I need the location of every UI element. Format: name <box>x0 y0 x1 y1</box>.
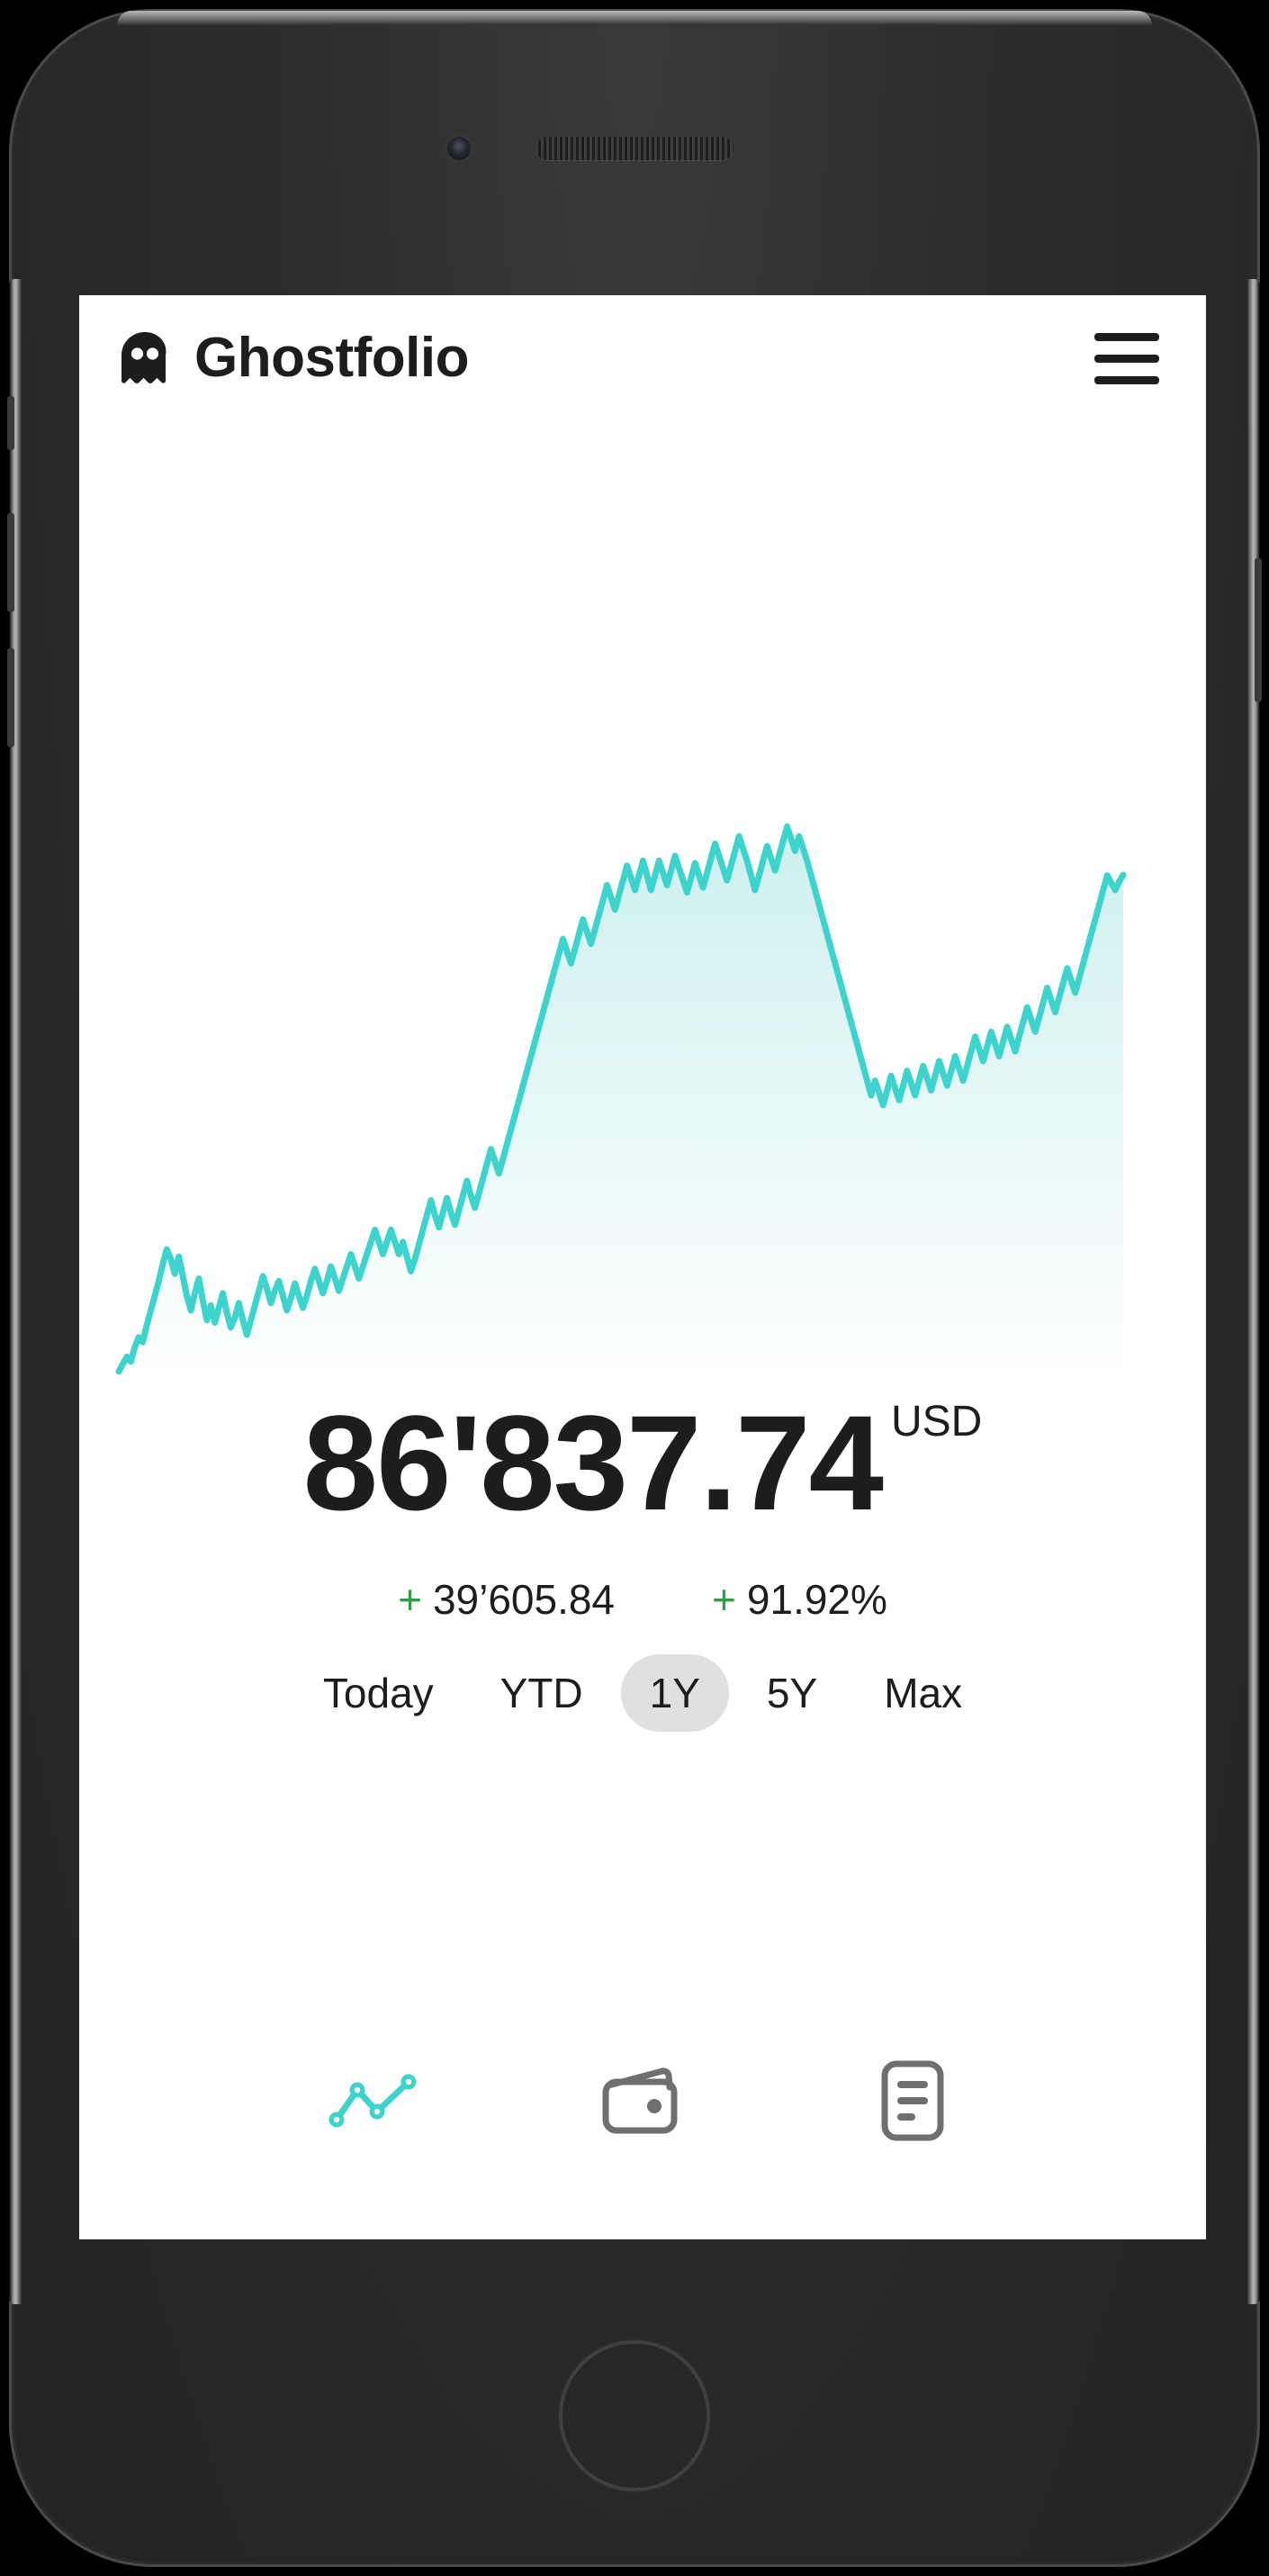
portfolio-value-block: 86'837.74 USD <box>79 1395 1206 1530</box>
bottom-navigation <box>79 2058 1206 2144</box>
brand-logo[interactable]: Ghostfolio <box>119 330 469 386</box>
ghost-icon <box>122 332 166 383</box>
hamburger-menu-icon[interactable] <box>1087 319 1166 398</box>
menu-bar-2 <box>1094 354 1159 363</box>
phone-rim-left <box>9 279 22 2304</box>
menu-bar-1 <box>1094 332 1159 341</box>
home-button[interactable] <box>559 2340 710 2491</box>
nav-item-analytics[interactable] <box>323 2058 422 2144</box>
phone-screen: Ghostfolio 86'83 <box>79 295 1206 2239</box>
phone-frame: Ghostfolio 86'83 <box>7 9 1262 2567</box>
portfolio-change-row: + 39’605.84 + 91.92% <box>79 1575 1206 1624</box>
brand-name: Ghostfolio <box>194 327 469 389</box>
phone-rim-right <box>1247 279 1260 2304</box>
analytics-line-chart-icon <box>328 2074 417 2128</box>
change-percent: + 91.92% <box>712 1575 887 1624</box>
change-absolute-amount: 39’605.84 <box>432 1576 616 1623</box>
silent-switch[interactable] <box>7 396 14 450</box>
nav-item-summary[interactable] <box>863 2058 962 2144</box>
volume-up-button[interactable] <box>7 513 14 612</box>
change-absolute-sign: + <box>398 1576 422 1623</box>
portfolio-value: 86'837.74 <box>302 1387 884 1538</box>
front-camera-icon <box>447 137 471 160</box>
menu-bar-3 <box>1094 375 1159 384</box>
phone-rim-top <box>117 11 1152 25</box>
app-header: Ghostfolio <box>79 295 1206 421</box>
change-percent-amount: 91.92% <box>746 1576 887 1623</box>
nav-item-accounts[interactable] <box>593 2058 692 2144</box>
portfolio-performance-chart[interactable] <box>79 799 1206 1393</box>
wallet-icon <box>602 2067 678 2134</box>
range-tab-today[interactable]: Today <box>294 1654 463 1732</box>
chart-line <box>115 823 1127 1375</box>
range-tab-ytd[interactable]: YTD <box>472 1654 612 1732</box>
range-tab-1y[interactable]: 1Y <box>620 1654 729 1732</box>
range-tab-max[interactable]: Max <box>855 1654 991 1732</box>
change-percent-sign: + <box>712 1576 736 1623</box>
summary-document-icon <box>881 2060 944 2141</box>
earpiece-speaker-icon <box>536 137 734 160</box>
portfolio-chart-svg <box>115 823 1127 1386</box>
change-absolute: + 39’605.84 <box>398 1575 615 1624</box>
date-range-tabs: Today YTD 1Y 5Y Max <box>79 1654 1206 1732</box>
power-button[interactable] <box>1255 558 1262 702</box>
portfolio-currency: USD <box>890 1398 983 1446</box>
volume-down-button[interactable] <box>7 648 14 747</box>
range-tab-5y[interactable]: 5Y <box>738 1654 846 1732</box>
